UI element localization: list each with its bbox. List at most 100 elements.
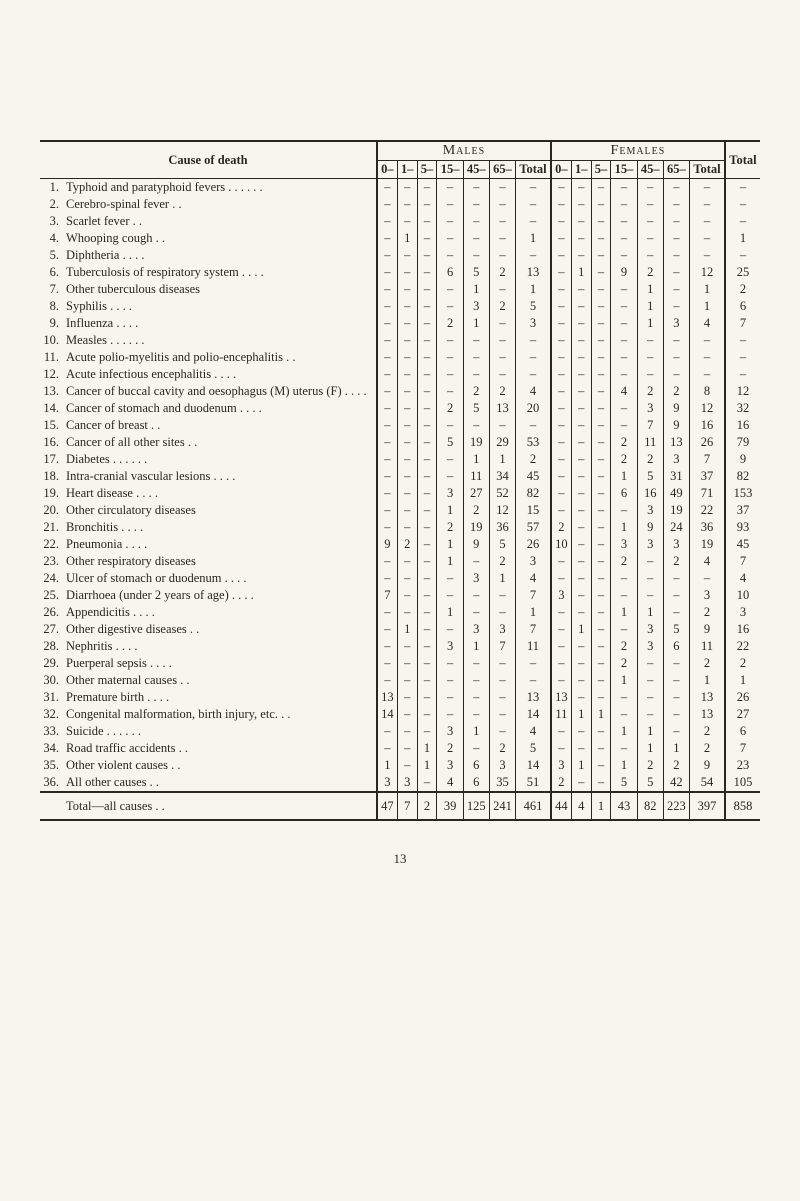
data-cell: – xyxy=(397,604,417,621)
total-cell: 47 xyxy=(377,792,397,820)
data-cell: 53 xyxy=(516,434,551,451)
data-cell: 2 xyxy=(463,502,489,519)
row-index: 18. xyxy=(40,468,62,485)
data-cell: – xyxy=(417,213,437,230)
row-index: 31. xyxy=(40,689,62,706)
data-cell: – xyxy=(397,281,417,298)
data-cell: – xyxy=(611,179,637,197)
table-row: 33.Suicide . . . . . .–––31–4–––11–26 xyxy=(40,723,760,740)
data-cell: – xyxy=(571,315,591,332)
data-cell: – xyxy=(611,740,637,757)
data-cell: – xyxy=(571,570,591,587)
data-cell: 1 xyxy=(377,757,397,774)
data-cell: – xyxy=(417,247,437,264)
data-cell: – xyxy=(437,332,463,349)
data-cell: – xyxy=(591,570,611,587)
data-cell: 1 xyxy=(437,604,463,621)
data-cell: 7 xyxy=(516,587,551,604)
data-cell: – xyxy=(591,298,611,315)
data-cell: – xyxy=(397,689,417,706)
row-total: – xyxy=(725,213,760,230)
data-cell: 3 xyxy=(437,485,463,502)
data-cell: – xyxy=(571,417,591,434)
data-cell: – xyxy=(463,604,489,621)
data-cell: – xyxy=(571,247,591,264)
data-cell: 2 xyxy=(437,400,463,417)
data-cell: – xyxy=(377,655,397,672)
data-cell: – xyxy=(417,774,437,792)
data-cell: 7 xyxy=(690,451,725,468)
data-cell: – xyxy=(591,451,611,468)
data-cell: – xyxy=(516,655,551,672)
row-total: 93 xyxy=(725,519,760,536)
row-index: 3. xyxy=(40,213,62,230)
table-row: 31.Premature birth . . . .13–––––1313–––… xyxy=(40,689,760,706)
data-cell: – xyxy=(690,332,725,349)
data-cell: 1 xyxy=(571,757,591,774)
table-row: 34.Road traffic accidents . .––12–25––––… xyxy=(40,740,760,757)
data-cell: 3 xyxy=(397,774,417,792)
data-cell: – xyxy=(690,230,725,247)
data-cell: – xyxy=(551,553,571,570)
header-total: Total xyxy=(725,141,760,179)
table-row: 27.Other digestive diseases . .–1––337–1… xyxy=(40,621,760,638)
data-cell: – xyxy=(611,570,637,587)
data-cell: 5 xyxy=(437,434,463,451)
data-cell: – xyxy=(437,281,463,298)
data-cell: 5 xyxy=(663,621,689,638)
data-cell: – xyxy=(417,332,437,349)
data-cell: 3 xyxy=(551,757,571,774)
header-age: 65– xyxy=(663,161,689,179)
data-cell: 4 xyxy=(437,774,463,792)
data-cell: 1 xyxy=(611,757,637,774)
data-cell: 1 xyxy=(437,553,463,570)
data-cell: – xyxy=(551,468,571,485)
data-cell: 2 xyxy=(663,553,689,570)
data-cell: – xyxy=(437,179,463,197)
data-cell: – xyxy=(611,213,637,230)
cause-cell: Diarrhoea (under 2 years of age) . . . . xyxy=(62,587,377,604)
cause-cell: Congenital malformation, birth injury, e… xyxy=(62,706,377,723)
data-cell: – xyxy=(417,281,437,298)
data-cell: – xyxy=(591,672,611,689)
data-cell: 19 xyxy=(663,502,689,519)
total-cell: 858 xyxy=(725,792,760,820)
total-cell: 1 xyxy=(591,792,611,820)
row-total: – xyxy=(725,179,760,197)
row-index: 25. xyxy=(40,587,62,604)
data-cell: – xyxy=(463,196,489,213)
table-row: 32.Congenital malformation, birth injury… xyxy=(40,706,760,723)
header-age: Total xyxy=(690,161,725,179)
data-cell: 9 xyxy=(690,757,725,774)
total-cell: 82 xyxy=(637,792,663,820)
header-age: 65– xyxy=(489,161,515,179)
data-cell: – xyxy=(637,366,663,383)
row-total: 22 xyxy=(725,638,760,655)
data-cell: – xyxy=(489,417,515,434)
data-cell: – xyxy=(463,553,489,570)
data-cell: – xyxy=(437,298,463,315)
data-cell: – xyxy=(489,230,515,247)
data-cell: – xyxy=(463,349,489,366)
table-row: 2.Cerebro-spinal fever . .––––––––––––––… xyxy=(40,196,760,213)
row-index: 30. xyxy=(40,672,62,689)
row-total: 10 xyxy=(725,587,760,604)
cause-cell: Intra-cranial vascular lesions . . . . xyxy=(62,468,377,485)
data-cell: – xyxy=(489,281,515,298)
row-index: 20. xyxy=(40,502,62,519)
data-cell: – xyxy=(637,553,663,570)
data-cell: – xyxy=(611,689,637,706)
data-cell: 3 xyxy=(611,536,637,553)
data-cell: 3 xyxy=(663,451,689,468)
data-cell: – xyxy=(417,638,437,655)
row-index: 15. xyxy=(40,417,62,434)
data-cell: – xyxy=(591,281,611,298)
data-cell: – xyxy=(417,400,437,417)
data-cell: – xyxy=(397,383,417,400)
data-cell: 1 xyxy=(489,570,515,587)
data-cell: – xyxy=(417,706,437,723)
header-age: 15– xyxy=(611,161,637,179)
data-cell: – xyxy=(611,366,637,383)
row-total: – xyxy=(725,196,760,213)
data-cell: 7 xyxy=(377,587,397,604)
